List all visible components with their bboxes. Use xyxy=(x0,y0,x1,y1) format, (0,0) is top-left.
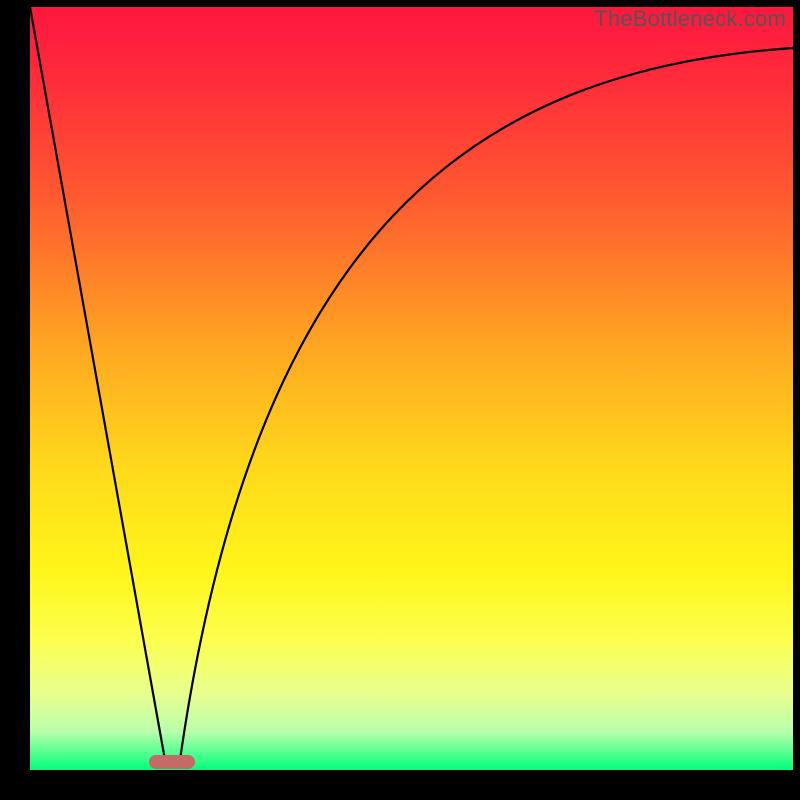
gradient-background xyxy=(30,7,793,770)
minimum-marker xyxy=(149,755,195,769)
watermark-text: TheBottleneck.com xyxy=(594,6,786,32)
bottleneck-chart: TheBottleneck.com xyxy=(0,0,800,800)
chart-canvas xyxy=(0,0,800,800)
